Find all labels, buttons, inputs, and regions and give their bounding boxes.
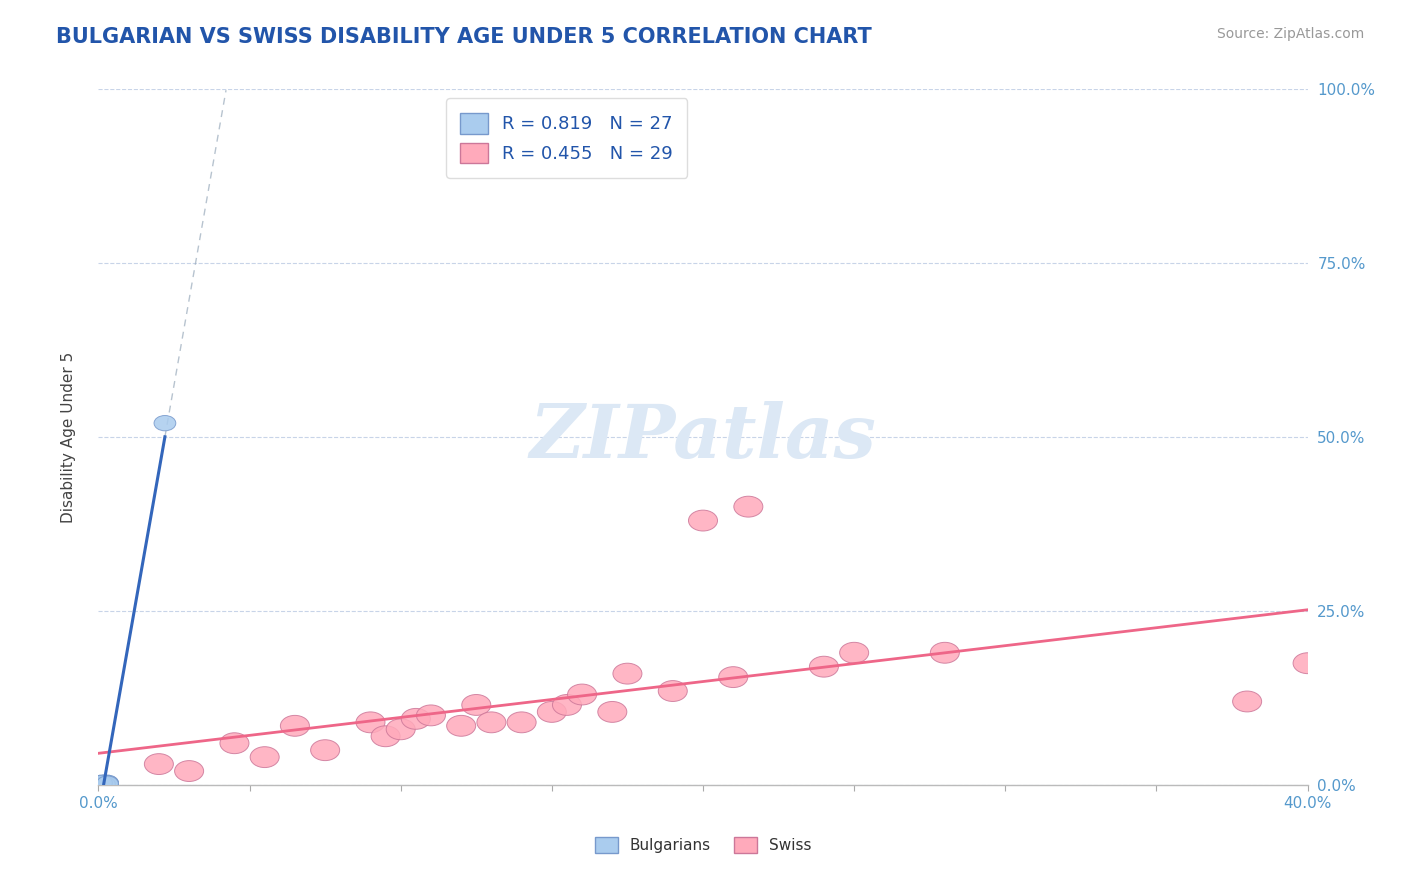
Ellipse shape	[613, 664, 643, 684]
Ellipse shape	[718, 666, 748, 688]
Ellipse shape	[90, 776, 112, 791]
Ellipse shape	[689, 510, 717, 531]
Ellipse shape	[1233, 691, 1261, 712]
Ellipse shape	[97, 775, 118, 790]
Text: ZIPatlas: ZIPatlas	[530, 401, 876, 474]
Ellipse shape	[90, 777, 112, 792]
Ellipse shape	[94, 775, 115, 790]
Ellipse shape	[90, 776, 112, 791]
Ellipse shape	[155, 416, 176, 431]
Ellipse shape	[508, 712, 536, 733]
Ellipse shape	[416, 705, 446, 726]
Ellipse shape	[145, 754, 173, 774]
Ellipse shape	[1294, 653, 1322, 673]
Ellipse shape	[371, 726, 401, 747]
Ellipse shape	[734, 496, 763, 517]
Ellipse shape	[97, 777, 118, 792]
Ellipse shape	[810, 657, 838, 677]
Ellipse shape	[94, 777, 115, 792]
Ellipse shape	[553, 695, 582, 715]
Ellipse shape	[931, 642, 959, 664]
Ellipse shape	[94, 777, 115, 792]
Legend: Bulgarians, Swiss: Bulgarians, Swiss	[586, 830, 820, 861]
Ellipse shape	[839, 642, 869, 664]
Ellipse shape	[97, 776, 118, 791]
Ellipse shape	[90, 777, 112, 792]
Ellipse shape	[447, 715, 475, 736]
Y-axis label: Disability Age Under 5: Disability Age Under 5	[62, 351, 76, 523]
Ellipse shape	[94, 775, 115, 790]
Ellipse shape	[250, 747, 280, 767]
Ellipse shape	[90, 776, 112, 791]
Ellipse shape	[477, 712, 506, 733]
Ellipse shape	[97, 777, 118, 792]
Ellipse shape	[94, 776, 115, 791]
Ellipse shape	[94, 777, 115, 792]
Ellipse shape	[97, 775, 118, 790]
Ellipse shape	[311, 739, 340, 761]
Ellipse shape	[219, 733, 249, 754]
Ellipse shape	[90, 776, 112, 791]
Ellipse shape	[537, 701, 567, 723]
Ellipse shape	[387, 719, 415, 739]
Ellipse shape	[90, 775, 112, 790]
Ellipse shape	[94, 775, 115, 790]
Text: Source: ZipAtlas.com: Source: ZipAtlas.com	[1216, 27, 1364, 41]
Ellipse shape	[461, 695, 491, 715]
Ellipse shape	[94, 777, 115, 792]
Ellipse shape	[90, 776, 112, 791]
Ellipse shape	[356, 712, 385, 733]
Ellipse shape	[401, 708, 430, 730]
Ellipse shape	[280, 715, 309, 736]
Ellipse shape	[90, 776, 112, 791]
Ellipse shape	[94, 777, 115, 792]
Ellipse shape	[90, 775, 112, 790]
Ellipse shape	[598, 701, 627, 723]
Ellipse shape	[174, 761, 204, 781]
Text: BULGARIAN VS SWISS DISABILITY AGE UNDER 5 CORRELATION CHART: BULGARIAN VS SWISS DISABILITY AGE UNDER …	[56, 27, 872, 46]
Ellipse shape	[658, 681, 688, 701]
Ellipse shape	[568, 684, 596, 705]
Ellipse shape	[97, 776, 118, 791]
Ellipse shape	[90, 776, 112, 791]
